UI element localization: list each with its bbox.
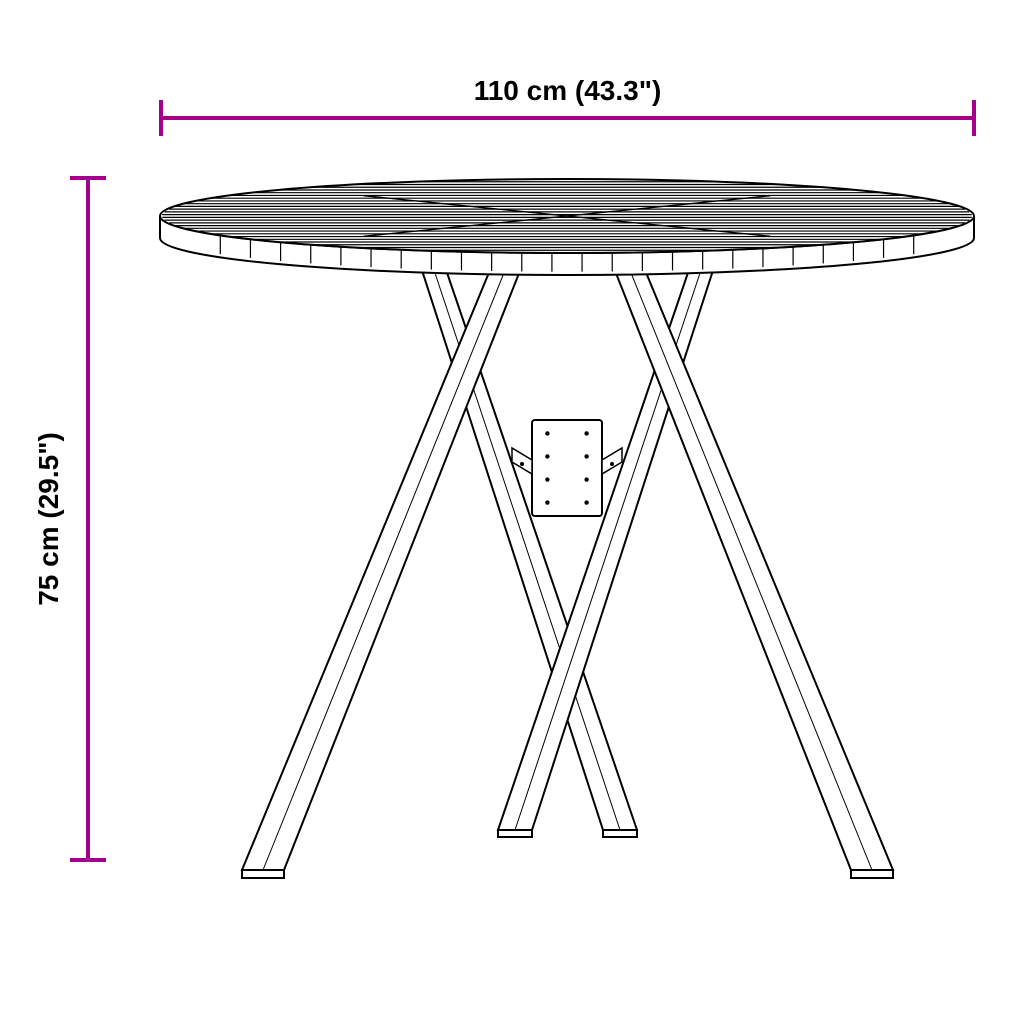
leg-front-right	[610, 258, 893, 878]
leg-front-left	[242, 258, 525, 878]
height-label: 75 cm (29.5")	[33, 432, 64, 606]
center-bracket	[512, 420, 622, 516]
table-top	[160, 179, 974, 275]
width-label: 110 cm (43.3")	[474, 75, 662, 106]
